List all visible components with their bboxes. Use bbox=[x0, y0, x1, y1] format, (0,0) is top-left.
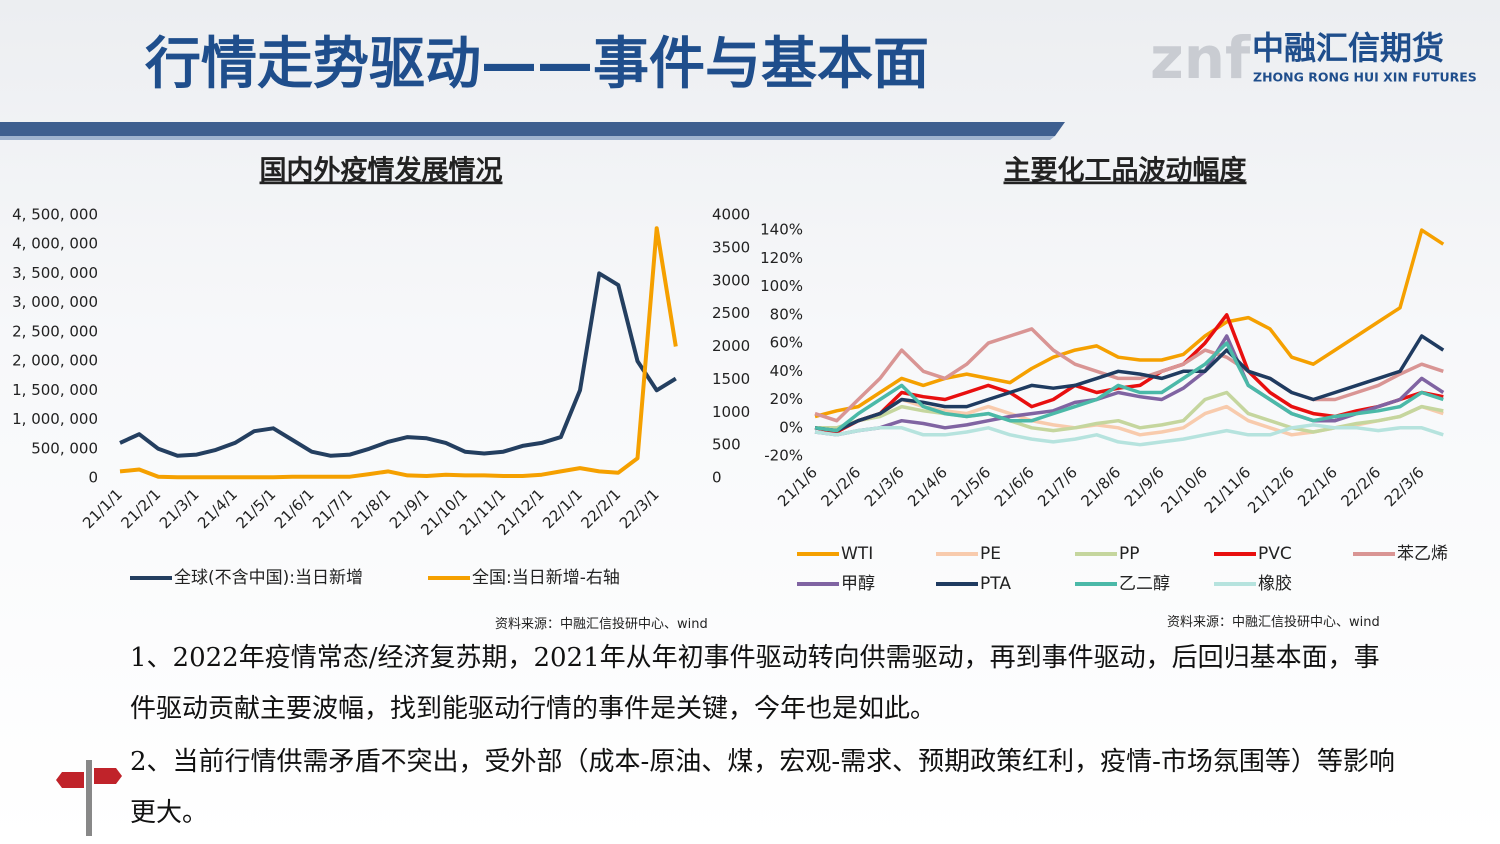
x-tick-label: 22/1/6 bbox=[1294, 463, 1341, 510]
x-tick-label: 21/5/6 bbox=[947, 463, 994, 510]
legend-label: 甲醇 bbox=[841, 574, 875, 594]
source-note: 资料来源：中融汇信投研中心、wind bbox=[495, 617, 708, 632]
legend-label: PVC bbox=[1258, 544, 1292, 564]
y-tick-label: 3, 500, 000 bbox=[12, 264, 98, 282]
y-tick-label: 100% bbox=[760, 277, 803, 295]
y-tick-label: 40% bbox=[770, 362, 803, 380]
x-tick-label: 22/3/6 bbox=[1381, 463, 1428, 510]
series-line bbox=[814, 341, 1444, 433]
legend-label: PE bbox=[980, 544, 1001, 564]
x-tick-label: 21/6/6 bbox=[991, 463, 1038, 510]
legend-label: PP bbox=[1119, 544, 1140, 564]
series-line bbox=[119, 271, 677, 458]
x-tick-label: 21/11/6 bbox=[1201, 463, 1255, 517]
slide-title: 行情走势驱动——事件与基本面 bbox=[145, 32, 929, 97]
x-tick-label: 22/1/1 bbox=[539, 485, 586, 532]
y2-tick-label: 500 bbox=[712, 436, 741, 454]
y2-tick-label: 3000 bbox=[712, 271, 750, 289]
legend-label: 乙二醇 bbox=[1119, 574, 1170, 594]
logo-name: 中融汇信期货 bbox=[1252, 29, 1444, 67]
y2-tick-label: 3500 bbox=[712, 238, 750, 256]
x-tick-label: 21/12/6 bbox=[1244, 463, 1298, 517]
x-tick-label: 21/6/1 bbox=[271, 485, 318, 532]
x-tick-label: 21/2/6 bbox=[817, 463, 864, 510]
y-tick-label: -20% bbox=[764, 447, 803, 465]
y-tick-label: 500, 000 bbox=[31, 439, 98, 457]
y2-tick-label: 4000 bbox=[712, 206, 750, 224]
y-tick-label: 4, 500, 000 bbox=[12, 206, 98, 224]
x-tick-label: 21/8/6 bbox=[1077, 463, 1124, 510]
y-tick-label: 80% bbox=[770, 305, 803, 323]
y2-tick-label: 2500 bbox=[712, 304, 750, 322]
chart-title: 主要化工品波动幅度 bbox=[1004, 155, 1247, 187]
logo-mark: znf bbox=[1150, 24, 1251, 92]
source-note: 资料来源：中融汇信投研中心、wind bbox=[1167, 615, 1380, 630]
signpost bbox=[56, 760, 122, 836]
legend-label: 全球(不含中国):当日新增 bbox=[174, 568, 363, 588]
x-tick-label: 21/10/6 bbox=[1157, 463, 1211, 517]
y-tick-label: 2, 000, 000 bbox=[12, 352, 98, 370]
y-tick-label: 3, 000, 000 bbox=[12, 293, 98, 311]
x-tick-label: 21/2/1 bbox=[117, 485, 164, 532]
legend-label: 全国:当日新增-右轴 bbox=[472, 568, 620, 588]
y2-tick-label: 1000 bbox=[712, 403, 750, 421]
series-line bbox=[119, 226, 678, 480]
legend-label: 橡胶 bbox=[1258, 574, 1292, 594]
y-tick-label: 60% bbox=[770, 334, 803, 352]
x-tick-label: 21/7/1 bbox=[309, 485, 356, 532]
body-paragraph: 2、当前行情供需矛盾不突出，受外部（成本-原油、煤，宏观-需求、预期政策红利，疫… bbox=[130, 747, 1395, 828]
series-line bbox=[814, 334, 1445, 437]
y2-tick-label: 2000 bbox=[712, 337, 750, 355]
x-tick-label: 22/3/1 bbox=[616, 485, 663, 532]
y-tick-label: 120% bbox=[760, 249, 803, 267]
x-tick-label: 21/7/6 bbox=[1034, 463, 1081, 510]
logo-english: ZHONG RONG HUI XIN FUTURES bbox=[1253, 70, 1477, 85]
x-tick-label: 22/2/6 bbox=[1337, 463, 1384, 510]
x-tick-label: 21/1/6 bbox=[774, 463, 821, 510]
y-tick-label: 1, 500, 000 bbox=[12, 381, 98, 399]
body-paragraph: 1、2022年疫情常态/经济复苏期，2021年从年初事件驱动转向供需驱动，再到事… bbox=[130, 643, 1380, 724]
y-tick-label: 4, 000, 000 bbox=[12, 235, 98, 253]
series-line bbox=[814, 423, 1444, 447]
legend-label: PTA bbox=[980, 574, 1011, 594]
x-tick-label: 21/1/1 bbox=[79, 485, 126, 532]
legend-label: WTI bbox=[841, 544, 873, 564]
x-tick-label: 21/4/1 bbox=[194, 485, 241, 532]
y-tick-label: 0% bbox=[779, 418, 803, 436]
x-tick-label: 21/5/1 bbox=[232, 485, 279, 532]
header-bar-light bbox=[0, 136, 1055, 140]
y-tick-label: 20% bbox=[770, 390, 803, 408]
x-tick-label: 22/2/1 bbox=[577, 485, 624, 532]
series-line bbox=[814, 327, 1444, 423]
legend-label: 苯乙烯 bbox=[1397, 544, 1448, 564]
header-bar bbox=[0, 122, 1065, 136]
y2-tick-label: 1500 bbox=[712, 370, 750, 388]
y-tick-label: 2, 500, 000 bbox=[12, 322, 98, 340]
y2-tick-label: 0 bbox=[712, 469, 722, 487]
x-tick-label: 21/3/1 bbox=[156, 485, 203, 532]
y-tick-label: 0 bbox=[88, 469, 98, 487]
x-tick-label: 21/3/6 bbox=[861, 463, 908, 510]
y-tick-label: 140% bbox=[760, 221, 803, 239]
x-tick-label: 21/4/6 bbox=[904, 463, 951, 510]
x-tick-label: 21/8/1 bbox=[347, 485, 394, 532]
y-tick-label: 1, 000, 000 bbox=[12, 410, 98, 428]
chart-title: 国内外疫情发展情况 bbox=[260, 155, 503, 187]
series-line bbox=[814, 228, 1445, 419]
